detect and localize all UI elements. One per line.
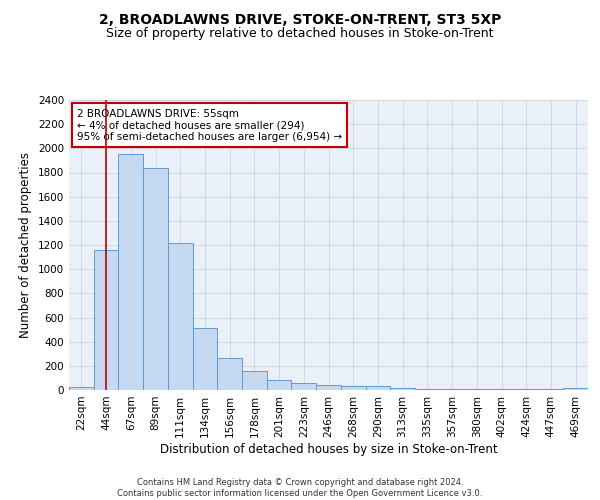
Bar	[292, 384, 316, 390]
Bar	[168, 242, 193, 390]
Text: Contains HM Land Registry data © Crown copyright and database right 2024.
Contai: Contains HM Land Registry data © Crown c…	[118, 478, 482, 498]
Bar	[415, 389, 440, 390]
Text: Size of property relative to detached houses in Stoke-on-Trent: Size of property relative to detached ho…	[106, 28, 494, 40]
Bar	[217, 358, 242, 390]
Bar	[94, 250, 118, 390]
Bar	[341, 386, 365, 390]
Bar	[440, 389, 464, 390]
Bar	[267, 380, 292, 390]
Text: 2 BROADLAWNS DRIVE: 55sqm
← 4% of detached houses are smaller (294)
95% of semi-: 2 BROADLAWNS DRIVE: 55sqm ← 4% of detach…	[77, 108, 342, 142]
Bar	[143, 168, 168, 390]
Bar	[193, 328, 217, 390]
Bar	[69, 387, 94, 390]
Y-axis label: Number of detached properties: Number of detached properties	[19, 152, 32, 338]
Bar	[242, 372, 267, 390]
Bar	[365, 386, 390, 390]
Bar	[118, 154, 143, 390]
Text: Distribution of detached houses by size in Stoke-on-Trent: Distribution of detached houses by size …	[160, 442, 497, 456]
Text: 2, BROADLAWNS DRIVE, STOKE-ON-TRENT, ST3 5XP: 2, BROADLAWNS DRIVE, STOKE-ON-TRENT, ST3…	[99, 12, 501, 26]
Bar	[390, 388, 415, 390]
Bar	[316, 385, 341, 390]
Bar	[563, 388, 588, 390]
